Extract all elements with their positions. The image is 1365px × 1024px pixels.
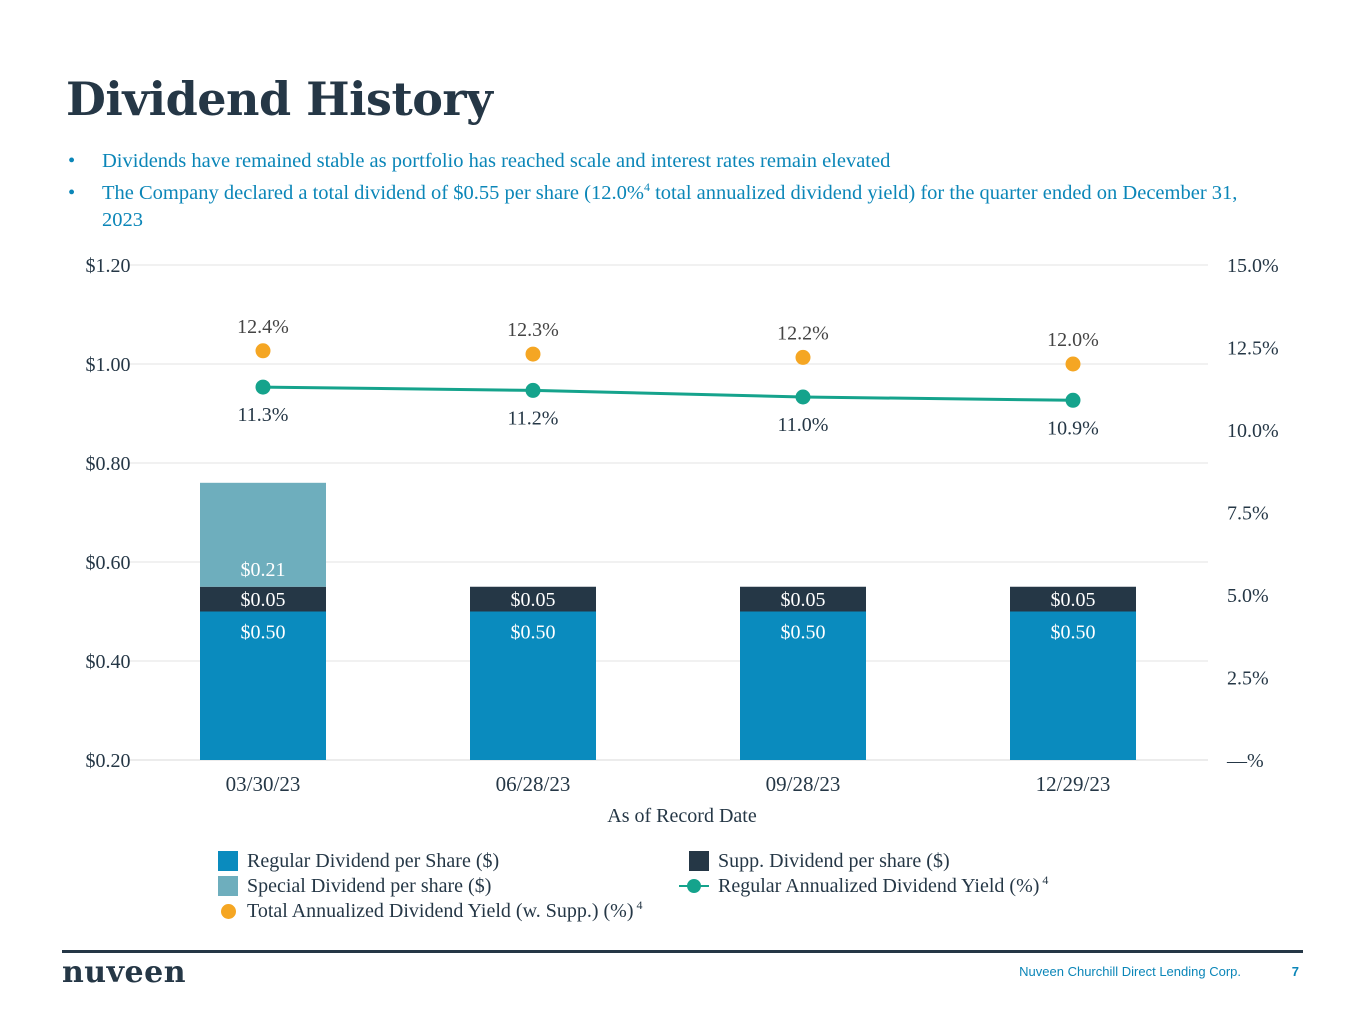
bar-segment	[740, 611, 866, 760]
nuveen-logo: nuveen	[62, 955, 187, 990]
yield-line-point	[795, 389, 811, 405]
footnote-marker: 4	[1042, 873, 1049, 888]
bullet-item: Dividends have remained stable as portfo…	[66, 148, 1266, 175]
x-axis-title: As of Record Date	[607, 805, 757, 827]
legend-text: Total Annualized Dividend Yield (w. Supp…	[247, 900, 634, 922]
bar-segment	[200, 482, 326, 587]
legend-swatch	[218, 876, 238, 896]
total-yield-point	[1065, 356, 1081, 372]
bar-value-label: $0.05	[511, 589, 556, 611]
bullet-text: The Company declared a total dividend of…	[102, 182, 644, 204]
y-left-tick-label: $0.80	[86, 453, 131, 475]
total-yield-point	[525, 346, 541, 362]
legend-text: Regular Annualized Dividend Yield (%)	[718, 875, 1040, 897]
yield-line-label: 10.9%	[1047, 417, 1099, 439]
bar-value-label: $0.50	[781, 622, 826, 644]
bar-value-label: $0.50	[241, 622, 286, 644]
legend-label: Regular Dividend per Share ($)	[247, 850, 500, 872]
y-right-tick-label: 7.5%	[1227, 503, 1269, 525]
bar-segment	[740, 586, 866, 612]
yield-line-label: 11.0%	[778, 414, 829, 436]
bar-value-label: $0.05	[1051, 589, 1096, 611]
legend-line-marker	[679, 874, 709, 898]
page-title: Dividend History	[66, 72, 493, 126]
bar-value-label: $0.50	[1051, 622, 1096, 644]
footnote-marker: 4	[636, 898, 643, 913]
bullet-item: The Company declared a total dividend of…	[66, 180, 1266, 234]
total-yield-point	[795, 349, 811, 365]
bar-value-label: $0.50	[511, 622, 556, 644]
bar-segment	[470, 611, 596, 760]
bar-segment	[1010, 611, 1136, 760]
chart-legend: Regular Dividend per Share ($) Supp. Div…	[218, 849, 1118, 929]
yield-line-label: 11.3%	[238, 404, 289, 426]
legend-label: Regular Annualized Dividend Yield (%) 4	[718, 874, 1048, 898]
bar-value-label: $0.05	[241, 589, 286, 611]
yield-line-point	[525, 382, 541, 398]
legend-swatch	[689, 851, 709, 871]
summary-bullets: Dividends have remained stable as portfo…	[66, 148, 1266, 239]
bar-segment	[1010, 586, 1136, 612]
legend-dot-marker	[221, 904, 236, 919]
page-number: 7	[1291, 964, 1299, 979]
bar-segment	[470, 586, 596, 612]
footnote-marker: 4	[643, 180, 650, 195]
bar-segment	[200, 611, 326, 760]
y-left-tick-label: $0.40	[86, 651, 131, 673]
x-tick-label: 12/29/23	[1036, 772, 1111, 796]
yield-line-point	[255, 379, 271, 395]
y-right-tick-label: 2.5%	[1227, 668, 1269, 690]
total-yield-point	[255, 343, 271, 359]
legend-label: Total Annualized Dividend Yield (w. Supp…	[247, 899, 642, 923]
yield-line	[262, 385, 1074, 402]
yield-line-point	[1065, 392, 1081, 408]
legend-label: Supp. Dividend per share ($)	[718, 850, 950, 872]
footer-divider	[62, 950, 1303, 953]
bullet-text: total annualized dividend yield) for the…	[102, 182, 1238, 231]
y-left-tick-label: $1.20	[86, 255, 131, 277]
y-right-tick-label: 10.0%	[1227, 420, 1279, 442]
bar-value-label: $0.21	[241, 559, 286, 581]
total-yield-label: 12.4%	[237, 316, 289, 338]
y-left-tick-label: $1.00	[86, 354, 131, 376]
x-tick-label: 03/30/23	[226, 772, 301, 796]
total-yield-label: 12.2%	[777, 322, 829, 344]
total-yield-label: 12.0%	[1047, 329, 1099, 351]
y-right-tick-label: 5.0%	[1227, 585, 1269, 607]
total-yield-label: 12.3%	[507, 319, 559, 341]
x-tick-label: 06/28/23	[496, 772, 571, 796]
y-right-tick-label: 12.5%	[1227, 338, 1279, 360]
legend-swatch	[218, 851, 238, 871]
dividend-chart: $0.20 $0.40 $0.60 $0.80 $1.00 $1.20 —% 2.5% 5.0%…	[86, 255, 1279, 827]
y-right-tick-label: —%	[1226, 750, 1264, 772]
x-tick-label: 09/28/23	[766, 772, 841, 796]
y-right-tick-label: 15.0%	[1227, 255, 1279, 277]
bar-value-label: $0.05	[781, 589, 826, 611]
legend-label: Special Dividend per share ($)	[247, 875, 492, 897]
footer-company-name: Nuveen Churchill Direct Lending Corp.	[1019, 964, 1241, 979]
bar-segment	[200, 586, 326, 612]
yield-line-label: 11.2%	[508, 407, 559, 429]
y-left-tick-label: $0.60	[86, 552, 131, 574]
y-left-tick-label: $0.20	[86, 750, 131, 772]
